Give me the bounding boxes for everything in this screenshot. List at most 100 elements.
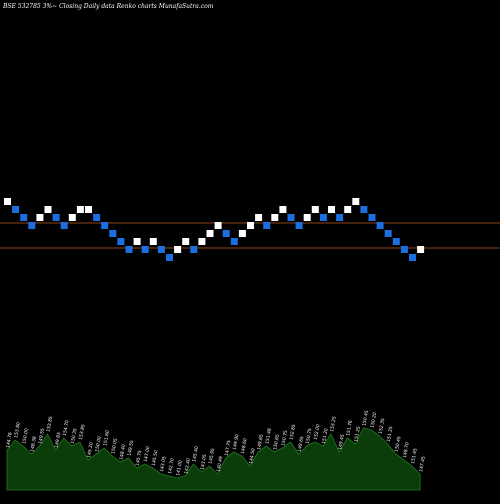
renko-brick-down [295, 222, 303, 229]
volume-label: 147.45 [418, 456, 427, 473]
renko-brick-up [247, 222, 254, 229]
renko-brick-down [101, 222, 109, 229]
volume-label: 144.76 [5, 432, 14, 449]
renko-brick-up [198, 238, 206, 245]
renko-brick-up [303, 214, 311, 221]
volume-label: 141.00 [175, 460, 184, 477]
volume-label: 142.40 [183, 458, 192, 475]
renko-brick-up [182, 238, 190, 245]
volume-label: 144.50 [248, 448, 257, 465]
volume-label: 151.48 [264, 428, 273, 445]
volume-label: 145.20 [86, 442, 95, 459]
renko-brick-down [52, 214, 60, 221]
renko-brick-up [344, 206, 352, 213]
volume-label: 151.20 [321, 428, 330, 445]
renko-brick-down [166, 254, 173, 261]
renko-brick-down [287, 214, 295, 221]
renko-brick-up [133, 238, 141, 245]
renko-brick-up [271, 214, 279, 221]
renko-brick-up [352, 198, 360, 205]
volume-label: 140.49 [216, 456, 225, 473]
renko-brick-down [222, 230, 230, 237]
renko-brick-down [109, 230, 117, 237]
volume-label: 152.35 [378, 418, 387, 435]
volume-label: 145.95 [208, 448, 217, 465]
renko-brick-up [149, 238, 157, 245]
volume-label: 150.35 [70, 428, 79, 445]
renko-brick-down [376, 222, 384, 229]
volume-label: 153.85 [46, 416, 55, 433]
renko-brick-down [230, 238, 238, 245]
volume-label: 149.45 [337, 434, 346, 451]
renko-brick-down [400, 246, 408, 253]
volume-label: 149.65 [297, 436, 306, 453]
volume-label: 151.25 [386, 426, 395, 443]
volume-label: 147.75 [224, 440, 233, 457]
volume-label: 149.83 [54, 432, 63, 449]
volume-label: 148.70 [402, 442, 411, 459]
volume-label: 143.05 [199, 454, 208, 471]
volume-label: 153.85 [78, 424, 87, 441]
volume-label: 150.00 [21, 428, 30, 445]
volume-label: 152.65 [289, 424, 298, 441]
renko-brick-up [36, 214, 44, 221]
chart-title: BSE 532785 3%~ Closing Daily data Renko … [3, 3, 214, 10]
renko-brick-down [384, 230, 392, 237]
volume-label: 143.05 [159, 456, 168, 473]
volume-label: 151.25 [353, 426, 362, 443]
volume-label: 149.65 [256, 434, 265, 451]
renko-brick-down [141, 246, 149, 253]
renko-brick-down [263, 222, 271, 229]
renko-brick-up [328, 206, 335, 213]
volume-label: 153.80 [13, 422, 22, 439]
volume-label: 151.45 [410, 448, 419, 465]
renko-brick-down [125, 246, 133, 253]
renko-brick-up [214, 222, 222, 229]
volume-label: 153.25 [329, 416, 338, 433]
renko-brick-up [417, 246, 425, 253]
renko-brick-down [190, 246, 198, 253]
volume-label: 154.70 [62, 420, 71, 437]
renko-brick-up [44, 206, 52, 213]
renko-brick-up [4, 198, 11, 205]
volume-label: 150.65 [272, 434, 281, 451]
volume-label: 149.55 [127, 440, 136, 457]
renko-brick-up [206, 230, 214, 237]
renko-brick-down [60, 222, 68, 229]
volume-label: 147.00 [143, 446, 152, 463]
renko-brick-up [76, 206, 84, 213]
volume-label: 145.75 [135, 450, 144, 467]
volume-label: 152.00 [313, 424, 322, 441]
volume-label: 142.70 [167, 458, 176, 475]
renko-brick-down [117, 238, 125, 245]
renko-brick-down [28, 222, 36, 229]
volume-label: 150.75 [280, 430, 289, 447]
renko-brick-up [174, 246, 182, 253]
volume-label: 151.60 [102, 430, 111, 447]
volume-label: 150.45 [394, 436, 403, 453]
renko-brick-down [12, 206, 20, 213]
renko-brick-down [20, 214, 28, 221]
volume-label: 150.20 [370, 412, 379, 429]
volume-label: 150.45 [361, 410, 370, 427]
renko-brick-down [157, 246, 165, 253]
volume-label: 150.00 [94, 436, 103, 453]
renko-bricks [4, 198, 425, 261]
renko-brick-up [68, 214, 76, 221]
volume-label: 150.05 [110, 438, 119, 455]
renko-brick-down [336, 214, 344, 221]
volume-label: 151.76 [345, 420, 354, 437]
volume-label: 148.40 [118, 444, 127, 461]
renko-brick-down [360, 206, 368, 213]
renko-brick-down [93, 214, 101, 221]
renko-brick-up [279, 206, 287, 213]
volume-label: 145.40 [191, 446, 200, 463]
volume-label: 148.38 [29, 436, 38, 453]
renko-brick-down [409, 254, 416, 261]
volume-area [6, 427, 421, 491]
renko-brick-down [392, 238, 400, 245]
volume-label: 150.75 [305, 428, 314, 445]
volume-label: 149.55 [37, 428, 46, 445]
